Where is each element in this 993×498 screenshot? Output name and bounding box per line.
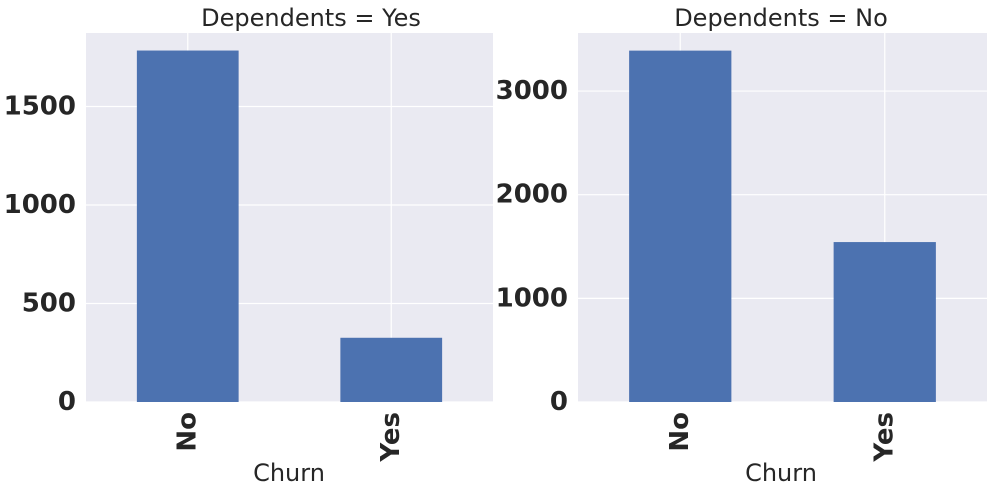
x-tick-label: No <box>665 412 695 452</box>
x-tick-label: Yes <box>376 412 406 463</box>
chart-title: Dependents = No <box>674 4 888 32</box>
x-axis-label: Churn <box>745 459 817 487</box>
chart-panel-2: No Yes 0 1000 2000 3000 Dependents = No Churn <box>496 4 987 487</box>
y-tick-label: 1500 <box>4 91 76 121</box>
bar-no <box>136 50 239 402</box>
x-axis-label: Churn <box>253 459 325 487</box>
y-tick-label: 0 <box>58 387 76 417</box>
x-tick-label: No <box>172 412 202 452</box>
y-tick-label: 1000 <box>496 283 568 313</box>
y-tick-label: 3000 <box>496 76 568 106</box>
x-tick-label: Yes <box>869 412 899 463</box>
y-tick-label: 0 <box>550 387 568 417</box>
chart-title: Dependents = Yes <box>201 4 421 32</box>
y-tick-label: 2000 <box>496 180 568 210</box>
bar-yes <box>833 242 936 402</box>
bar-no <box>629 50 732 402</box>
y-tick-label: 1000 <box>4 190 76 220</box>
bar-yes <box>340 337 443 402</box>
y-tick-label: 500 <box>22 288 76 318</box>
chart-panel-1: No Yes 0 500 1000 1500 Dependents = Yes Churn <box>4 4 493 487</box>
